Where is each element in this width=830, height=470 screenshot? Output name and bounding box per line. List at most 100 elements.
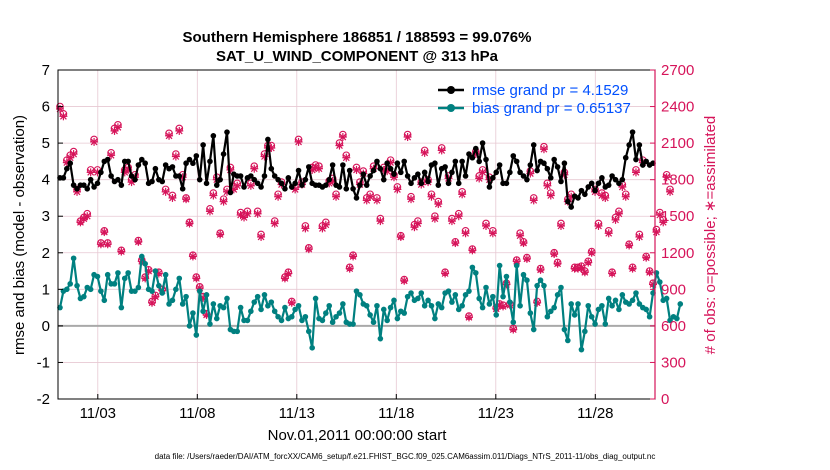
obs-assimilated-point bbox=[342, 153, 351, 162]
bias-point bbox=[629, 297, 636, 304]
bias-point bbox=[350, 321, 356, 327]
obs-assimilated-stroke bbox=[482, 222, 490, 230]
obs-assimilated-stroke bbox=[475, 175, 483, 182]
rmse-point bbox=[445, 180, 452, 187]
bias-point bbox=[633, 290, 639, 296]
bias-point bbox=[503, 273, 510, 280]
bias-point bbox=[459, 302, 465, 309]
obs-assimilated-point bbox=[349, 252, 358, 261]
y-right-tick-label: 1200 bbox=[661, 245, 694, 262]
obs-assimilated-stroke bbox=[622, 193, 630, 201]
obs-assimilated-point bbox=[447, 217, 456, 226]
rmse-point bbox=[387, 165, 394, 172]
bias-point bbox=[377, 335, 384, 342]
obs-assimilated-stroke bbox=[629, 265, 636, 273]
bias-point bbox=[544, 313, 551, 320]
bias-point bbox=[70, 255, 77, 262]
rmse-point bbox=[380, 176, 387, 183]
obs-assimilated-point bbox=[427, 192, 436, 201]
rmse-point bbox=[326, 176, 333, 183]
obs-assimilated-stroke bbox=[254, 210, 262, 218]
bias-point bbox=[370, 319, 377, 326]
bias-point bbox=[547, 308, 554, 315]
rmse-point bbox=[517, 169, 523, 176]
rmse-point bbox=[633, 156, 639, 163]
rmse-point bbox=[275, 176, 281, 183]
obs-assimilated-point bbox=[464, 313, 473, 322]
obs-assimilated-stroke bbox=[172, 153, 180, 160]
rmse-point bbox=[415, 171, 421, 177]
bias-point bbox=[268, 299, 275, 305]
obs-assimilated-point bbox=[253, 209, 262, 218]
obs-assimilated-point bbox=[645, 268, 654, 277]
obs-assimilated-stroke bbox=[393, 185, 401, 193]
obs-assimilated-stroke bbox=[100, 228, 108, 236]
obs-assimilated-stroke bbox=[499, 302, 507, 310]
footer-data-file: data file: /Users/raeder/DAI/ATM_forcXX/… bbox=[155, 452, 656, 461]
obs-assimilated-stroke bbox=[540, 145, 548, 153]
bias-point bbox=[626, 301, 632, 307]
legend-bias-label: bias grand pr = 0.65137 bbox=[472, 100, 631, 117]
rmse-point bbox=[486, 184, 493, 190]
obs-assimilated-point bbox=[407, 195, 416, 204]
y-left-tick-label: -1 bbox=[37, 354, 50, 371]
bias-point bbox=[326, 302, 333, 309]
bias-point bbox=[254, 293, 261, 300]
rmse-point bbox=[265, 136, 271, 143]
bias-point bbox=[374, 302, 380, 309]
obs-assimilated-point bbox=[366, 192, 375, 201]
plot-frame bbox=[57, 69, 656, 400]
obs-assimilated-stroke bbox=[189, 253, 197, 260]
bias-point bbox=[203, 292, 210, 298]
rmse-point bbox=[285, 175, 292, 181]
bias-point bbox=[118, 304, 125, 311]
rmse-point bbox=[510, 153, 517, 159]
obs-assimilated-point bbox=[652, 228, 661, 237]
bias-point bbox=[571, 312, 578, 318]
bias-point bbox=[299, 317, 305, 324]
obs-assimilated-point bbox=[546, 191, 555, 200]
obs-assimilated-stroke bbox=[90, 138, 98, 146]
rmse-point bbox=[411, 175, 418, 181]
rmse-point bbox=[302, 176, 309, 183]
rmse-point bbox=[329, 162, 336, 168]
bias-point bbox=[64, 286, 70, 293]
rmse-point bbox=[592, 187, 598, 194]
obs-assimilated-stroke bbox=[271, 220, 279, 227]
obs-assimilated-point bbox=[458, 190, 467, 199]
rmse-point bbox=[323, 182, 329, 188]
rmse-point bbox=[251, 176, 258, 183]
bias-point bbox=[605, 295, 612, 302]
obs-assimilated-stroke bbox=[608, 270, 616, 277]
obs-assimilated-stroke bbox=[407, 195, 415, 203]
rmse-point bbox=[193, 153, 200, 159]
bias-point bbox=[657, 279, 663, 285]
obs-assimilated-point bbox=[168, 193, 177, 202]
bias-point bbox=[81, 293, 87, 300]
obs-assimilated-point bbox=[117, 247, 126, 256]
rmse-point bbox=[524, 176, 530, 183]
bias-point bbox=[425, 297, 431, 304]
obs-assimilated-stroke bbox=[414, 220, 422, 227]
obs-assimilated-point bbox=[631, 168, 640, 177]
rmse-point bbox=[70, 182, 77, 188]
obs-assimilated-point bbox=[161, 187, 170, 196]
bias-point bbox=[558, 284, 564, 291]
obs-assimilated-point bbox=[352, 165, 361, 174]
rmse-point bbox=[190, 160, 196, 167]
rmse-point bbox=[142, 160, 148, 167]
y-axis-label-right: # of obs: o=possible; ∗=assimilated bbox=[702, 116, 719, 355]
bias-point bbox=[387, 304, 394, 311]
bias-point bbox=[237, 304, 244, 311]
rmse-point bbox=[452, 158, 459, 165]
obs-assimilated-point bbox=[338, 133, 347, 142]
chart-title-line1: Southern Hemisphere 186851 / 188593 = 99… bbox=[183, 29, 532, 46]
obs-assimilated-point bbox=[240, 213, 249, 222]
bias-point bbox=[312, 295, 319, 302]
rmse-point bbox=[357, 182, 363, 188]
bias-point bbox=[265, 302, 271, 309]
obs-assimilated-stroke bbox=[244, 210, 251, 218]
obs-assimilated-stroke bbox=[104, 240, 112, 248]
obs-assimilated-point bbox=[362, 196, 371, 205]
bias-point bbox=[275, 313, 281, 320]
